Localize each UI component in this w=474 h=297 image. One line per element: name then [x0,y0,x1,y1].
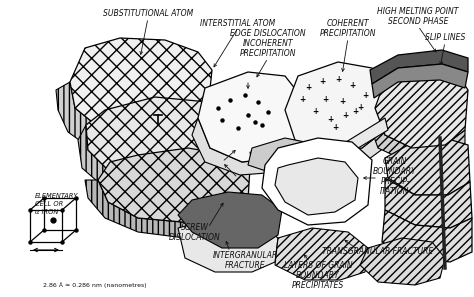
Polygon shape [382,210,472,262]
Text: DISLOCATION: DISLOCATION [169,233,221,242]
Text: +: + [299,96,305,105]
Text: +: + [332,124,338,132]
Polygon shape [86,97,242,185]
Polygon shape [372,64,468,98]
Text: PRECIP-: PRECIP- [380,178,410,187]
Text: COHERENT: COHERENT [327,20,369,29]
Text: +: + [352,108,358,116]
Text: INTERSTITIAL ATOM: INTERSTITIAL ATOM [201,20,275,29]
Polygon shape [368,108,465,162]
Text: BOUNDARY: BOUNDARY [296,271,340,279]
Text: +: + [342,110,348,119]
Text: SLIP LINES: SLIP LINES [425,34,465,42]
Polygon shape [250,118,388,180]
Text: PRECIPITATION: PRECIPITATION [320,29,376,39]
Text: ITATION: ITATION [380,187,410,197]
Polygon shape [78,125,230,202]
Text: +: + [319,78,325,86]
Text: PRECIPITATES: PRECIPITATES [292,280,344,290]
Text: +: + [362,91,368,99]
Polygon shape [385,138,470,195]
Text: 2.86 Å ≈ 0.286 nm (nanometres): 2.86 Å ≈ 0.286 nm (nanometres) [43,282,147,288]
Text: PRECIPITATION: PRECIPITATION [240,50,296,59]
Polygon shape [285,62,390,152]
Polygon shape [85,180,228,238]
Text: +: + [327,116,333,124]
Polygon shape [385,178,472,228]
Text: SUBSTITUTIONAL ATOM: SUBSTITUTIONAL ATOM [103,10,193,18]
Text: EDGE DISLOCATION: EDGE DISLOCATION [230,29,306,39]
Text: HIGH MELTING POINT: HIGH MELTING POINT [377,7,459,17]
Polygon shape [262,138,372,225]
Text: +: + [322,96,328,105]
Polygon shape [178,218,278,272]
Polygon shape [360,238,445,285]
Text: +: + [357,103,363,113]
Text: SECOND PHASE: SECOND PHASE [388,18,448,26]
Text: INTERGRANULAR: INTERGRANULAR [212,250,278,260]
Text: +: + [339,97,345,107]
Polygon shape [275,228,368,280]
Polygon shape [70,38,212,135]
Polygon shape [98,148,250,222]
Text: SCREW: SCREW [181,224,209,233]
Text: ELEMENTARY: ELEMENTARY [35,193,78,199]
Polygon shape [198,72,300,162]
Text: FRACTURE: FRACTURE [225,260,265,269]
Polygon shape [56,82,188,158]
Text: +: + [305,83,311,92]
Text: BOUNDARY: BOUNDARY [373,168,417,176]
Text: LAYERS OF GRAIN: LAYERS OF GRAIN [283,260,352,269]
Polygon shape [278,110,388,165]
Text: CELL OR: CELL OR [35,201,63,207]
Polygon shape [375,65,468,148]
Polygon shape [248,138,325,180]
Polygon shape [178,192,282,248]
Text: +: + [349,81,355,91]
Polygon shape [192,118,300,175]
Text: TRANSGRANULAR FRACTURE: TRANSGRANULAR FRACTURE [322,247,434,257]
Text: α IRON: α IRON [35,209,58,215]
Text: +: + [312,108,318,116]
Text: +: + [335,75,341,85]
Text: GRAIN: GRAIN [383,157,407,167]
Polygon shape [275,158,358,215]
Text: INCOHERENT: INCOHERENT [243,40,293,48]
Polygon shape [370,50,468,84]
